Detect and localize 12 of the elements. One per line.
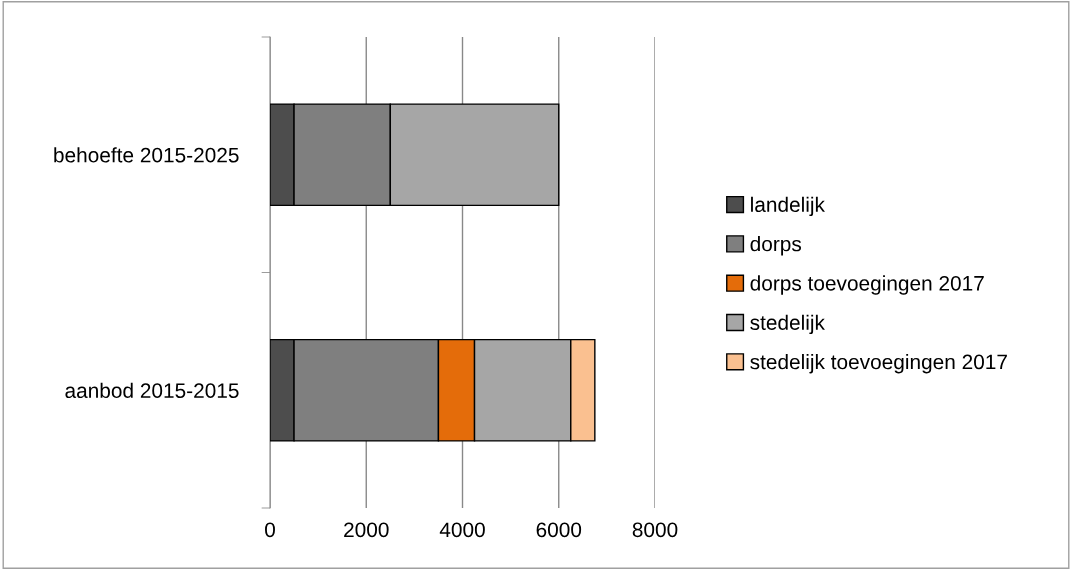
y-tick-label: behoefte 2015-2025: [54, 147, 239, 163]
legend-label: stedelijk toevoegingen 2017: [750, 353, 1007, 374]
x-tick-label: 0: [265, 522, 275, 538]
y-tick-label: aanbod 2015-2015: [65, 382, 239, 398]
x-tick-label: 6000: [536, 522, 582, 538]
x-tick-label: 4000: [439, 522, 485, 538]
legend-label: dorps toevoegingen 2017: [750, 275, 984, 295]
x-tick-label: 8000: [632, 522, 678, 538]
legend-label: stedelijk: [750, 314, 825, 335]
x-tick-label: 2000: [344, 522, 389, 538]
legend-label: dorps: [750, 236, 802, 256]
legend-label: landelijk: [751, 196, 825, 217]
